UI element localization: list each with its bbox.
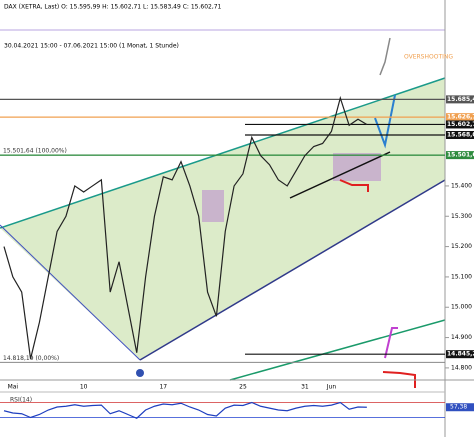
level-label: 15.501,64 (100,00%)	[3, 148, 67, 155]
rsi-value-label: 57,38	[450, 404, 467, 411]
x-tick-label: 25	[239, 384, 247, 391]
level-label-box	[446, 120, 474, 129]
zone	[202, 190, 224, 222]
chart-title: DAX (XETRA, Last) O: 15.595,99 H: 15.602…	[4, 4, 222, 11]
channel-lower	[139, 179, 446, 361]
scenario-arrow	[384, 327, 398, 359]
x-tick-label: 17	[159, 384, 167, 391]
level-label-box	[446, 151, 474, 160]
channel-outer	[229, 319, 446, 381]
level-label-box	[446, 95, 474, 104]
y-tick-label: 14.900	[451, 334, 472, 341]
x-tick-label: 10	[80, 384, 88, 391]
rsi-title: RSI(14)	[10, 397, 32, 404]
scenario-arrow	[374, 94, 396, 149]
annotation: OVERSHOOTING	[404, 54, 453, 61]
y-tick-label: 15.300	[451, 213, 472, 220]
level-label: 14.845,27	[447, 351, 474, 358]
price-line	[3, 401, 367, 419]
y-tick-label: 15.200	[451, 243, 472, 250]
y-tick-label: 15.000	[451, 304, 472, 311]
level-label: 15.685,40	[447, 96, 474, 103]
scenario-arrow	[379, 37, 391, 76]
level-label: 15.602,71	[447, 121, 474, 128]
support-line	[289, 151, 391, 199]
level-label-box	[446, 130, 474, 139]
scenario-arrow	[382, 371, 416, 388]
pivot-marker	[136, 369, 144, 377]
chart-subtitle: 30.04.2021 15:00 - 07.06.2021 15:00 (1 M…	[4, 43, 179, 50]
level-label: 15.626,78	[447, 114, 474, 121]
x-tick-label: 31	[301, 384, 309, 391]
price-line	[3, 95, 368, 359]
level-label: 15.568,00	[447, 131, 474, 138]
trend-line	[0, 224, 141, 361]
y-tick-label: 14.800	[451, 364, 472, 371]
level-label-box	[446, 113, 474, 122]
channel-upper	[0, 77, 446, 229]
scenario-arrow	[339, 179, 369, 192]
x-tick-label: Jun	[326, 384, 337, 391]
level-label: 15.501,64	[447, 152, 474, 159]
x-tick-label: Mai	[8, 384, 19, 391]
rsi-value-box	[446, 403, 474, 412]
level-label-box	[446, 350, 474, 359]
y-tick-label: 15.400	[451, 182, 472, 189]
y-tick-label: 15.100	[451, 273, 472, 280]
